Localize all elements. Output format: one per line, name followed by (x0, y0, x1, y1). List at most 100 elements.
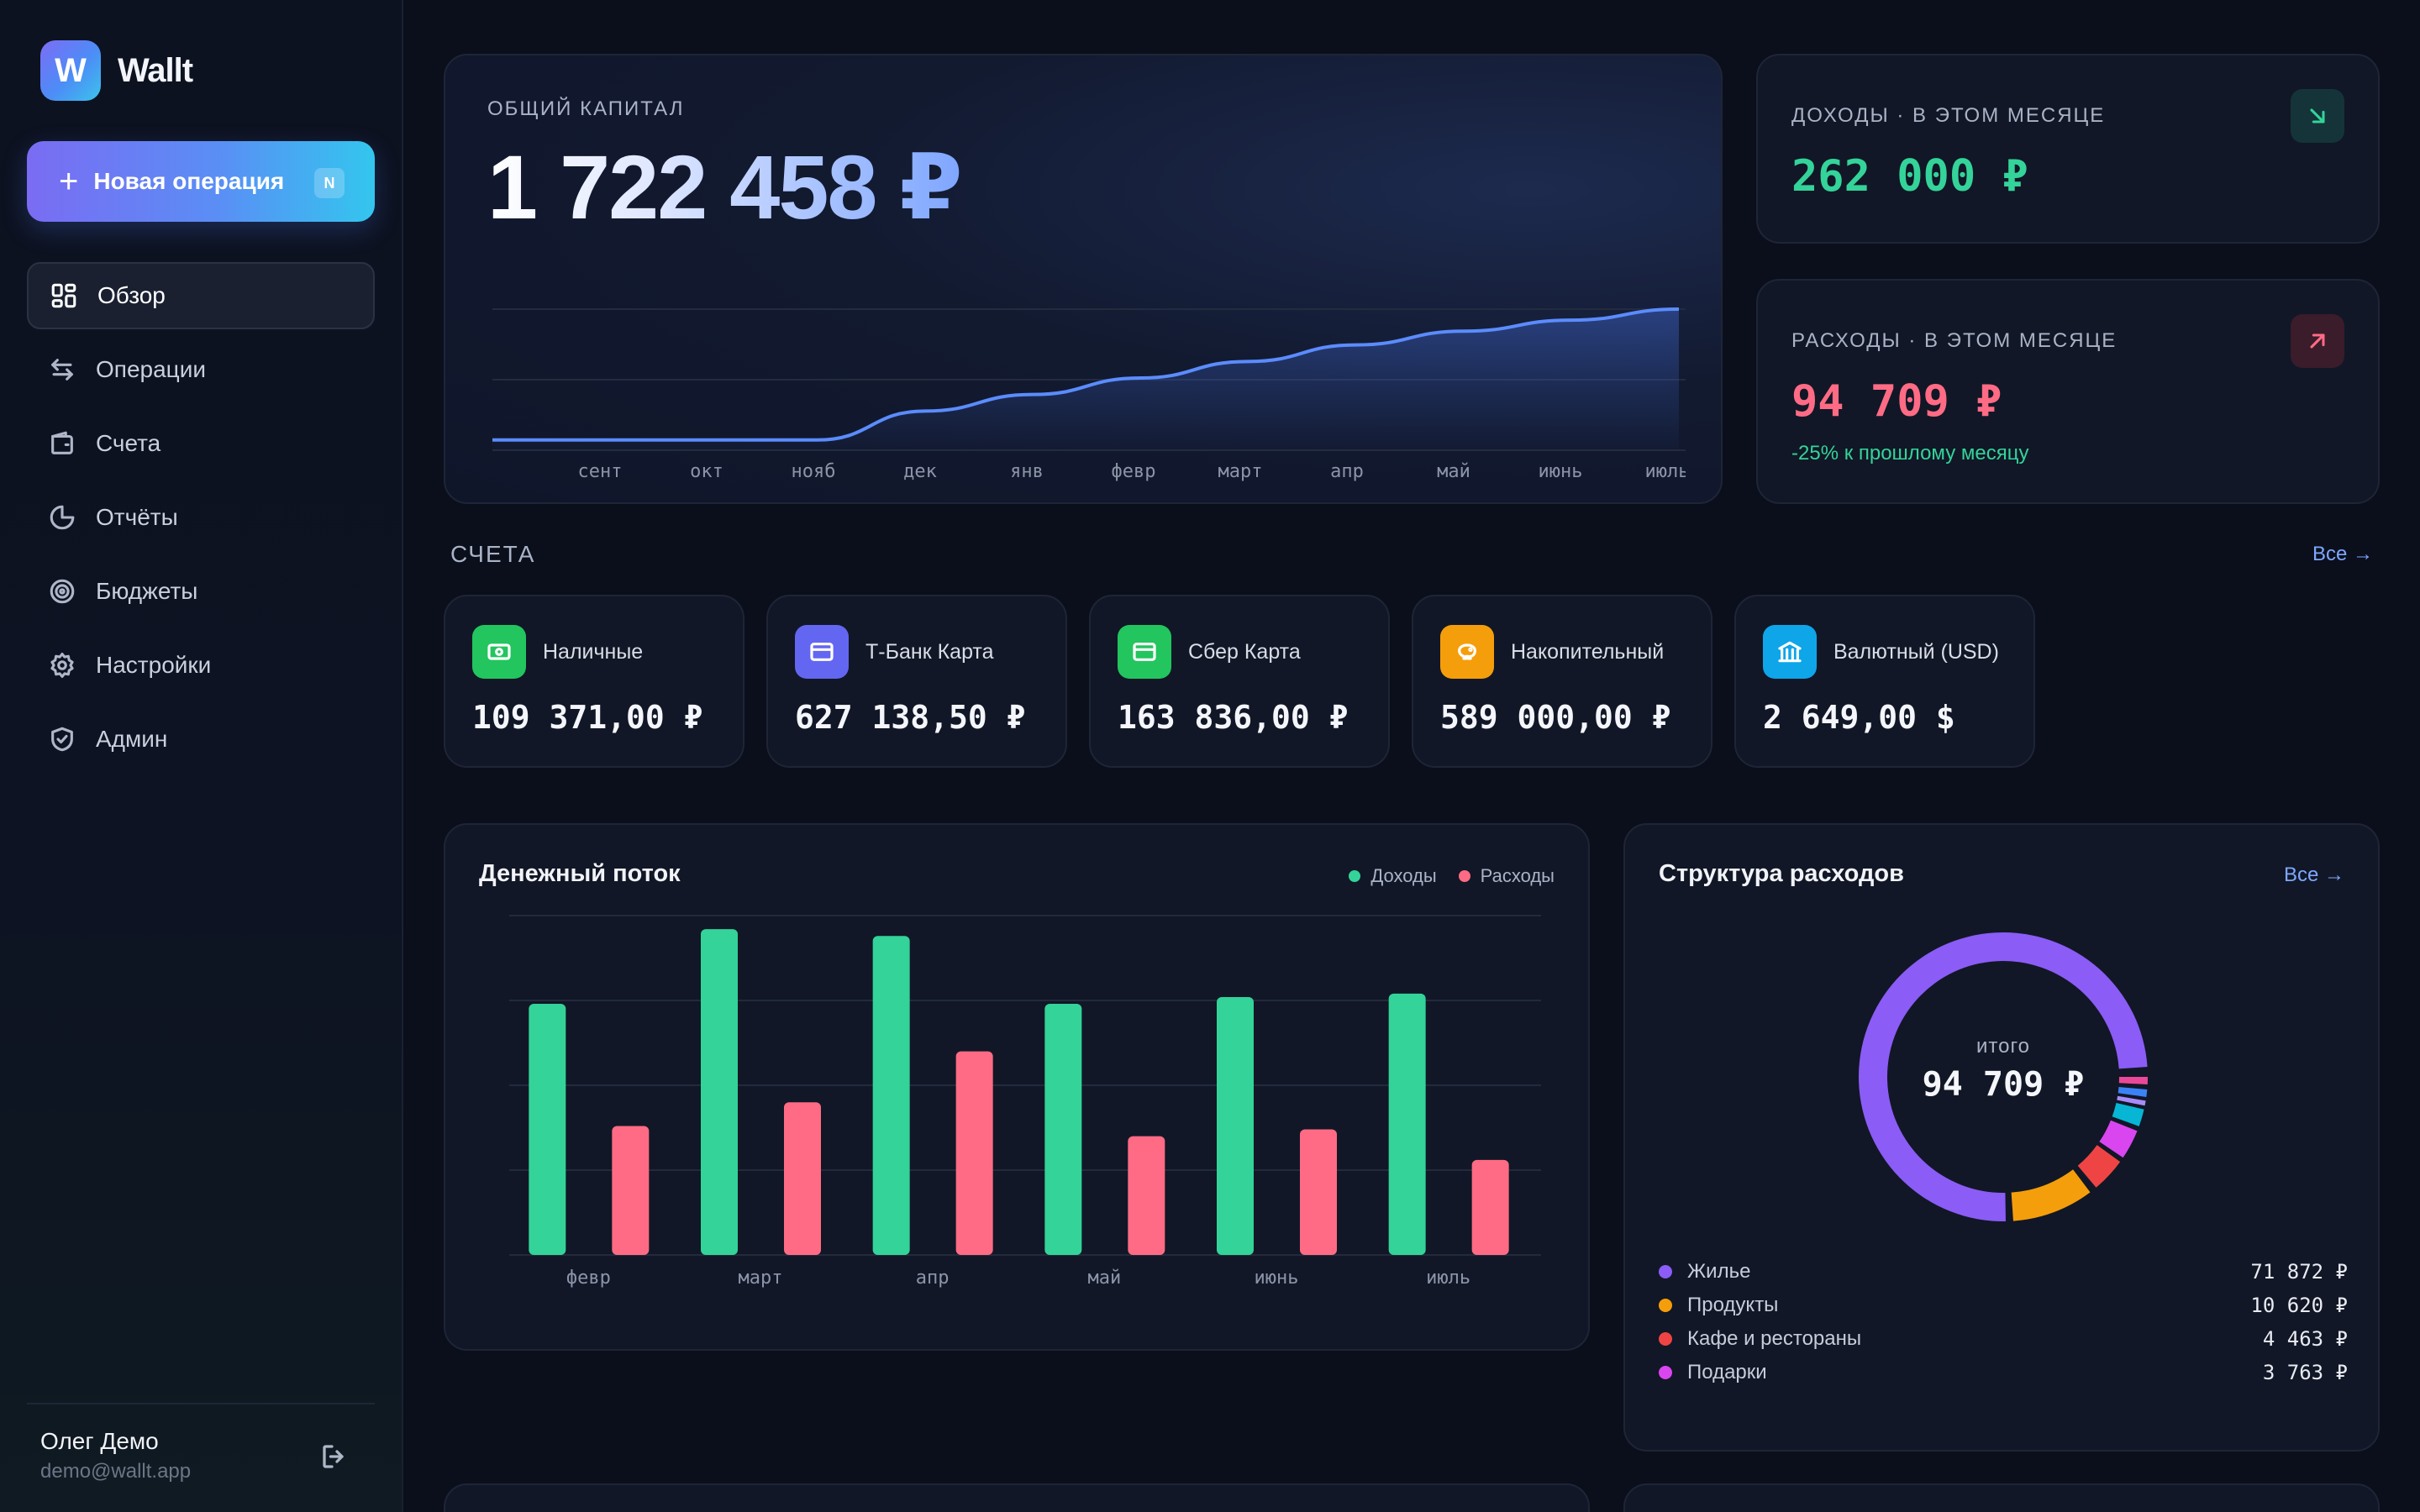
user-panel: Олег Демо demo@wallt.app (27, 1403, 375, 1495)
account-name: Накопительный (1511, 639, 1665, 664)
sidebar-item-accounts[interactable]: Счета (27, 410, 375, 477)
x-tick-label: июнь (1255, 1268, 1299, 1289)
expense-change: -25% к прошлому месяцу (1791, 442, 2029, 465)
category-row[interactable]: Кафе и рестораны 4 463 ₽ (1659, 1322, 2348, 1356)
legend-dot (1349, 870, 1361, 882)
cashflow-title: Денежный поток (479, 860, 681, 887)
expense-bar[interactable] (955, 1051, 993, 1255)
wallet-icon (47, 428, 77, 459)
app-logo[interactable]: W Wallt (40, 40, 193, 101)
account-balance: 627 138,50 ₽ (795, 699, 1026, 736)
category-dot (1659, 1366, 1672, 1379)
new-operation-button[interactable]: + Новая операция N (27, 141, 375, 222)
accounts-all-link[interactable]: Все → (2312, 543, 2374, 565)
category-dot (1659, 1299, 1672, 1312)
income-value: 262 000 ₽ (1791, 151, 2028, 202)
arrows-swap-icon (47, 354, 77, 385)
expense-bar[interactable] (784, 1102, 821, 1255)
x-tick-label: июнь (1539, 461, 1583, 482)
account-name: Сбер Карта (1188, 639, 1301, 664)
expense-structure-card: Структура расходов Все → итого 94 709 ₽ … (1623, 823, 2380, 1452)
app-name: Wallt (118, 51, 193, 89)
sidebar-item-label: Админ (96, 726, 168, 752)
account-balance: 2 649,00 $ (1763, 699, 1955, 736)
shortcut-badge: N (314, 168, 345, 198)
sidebar-item-operations[interactable]: Операции (27, 336, 375, 403)
x-tick-label: нояб (792, 461, 836, 482)
card-icon (795, 625, 849, 679)
category-row[interactable]: Продукты 10 620 ₽ (1659, 1289, 2348, 1322)
capital-card: ОБЩИЙ КАПИТАЛ 1 722 458 ₽ сент окт нояб дек… (444, 54, 1723, 504)
sidebar-item-admin[interactable]: Админ (27, 706, 375, 773)
income-bar[interactable] (872, 936, 910, 1255)
account-card-tbank[interactable]: Т-Банк Карта 627 138,50 ₽ (766, 595, 1067, 768)
plus-icon: + (59, 163, 79, 200)
x-tick-label: окт (690, 461, 723, 482)
income-bar[interactable] (1044, 1004, 1082, 1255)
sidebar: W Wallt + Новая операция N Обзор Операци… (0, 0, 403, 1512)
arrow-up-right-icon (2291, 314, 2344, 368)
donut-slice[interactable] (2011, 1169, 2091, 1221)
legend-dot (1458, 870, 1470, 882)
account-balance: 163 836,00 ₽ (1118, 699, 1349, 736)
account-name: Т-Банк Карта (865, 639, 994, 664)
account-balance: 109 371,00 ₽ (472, 699, 703, 736)
category-row[interactable]: Подарки 3 763 ₽ (1659, 1356, 2348, 1389)
sidebar-item-label: Настройки (96, 652, 212, 678)
bank-icon (1763, 625, 1817, 679)
category-name: Жилье (1687, 1260, 1751, 1283)
income-label: ДОХОДЫ · В ЭТОМ МЕСЯЦЕ (1791, 104, 2106, 127)
sidebar-item-reports[interactable]: Отчёты (27, 484, 375, 551)
sidebar-item-overview[interactable]: Обзор (27, 262, 375, 329)
category-name: Подарки (1687, 1361, 1767, 1383)
expense-donut-chart (1859, 932, 2148, 1221)
user-email: demo@wallt.app (40, 1460, 192, 1483)
donut-slice[interactable] (2099, 1120, 2138, 1158)
logout-icon[interactable] (319, 1441, 350, 1472)
account-card-savings[interactable]: Накопительный 589 000,00 ₽ (1412, 595, 1712, 768)
x-tick-label: сент (578, 461, 623, 482)
sidebar-item-settings[interactable]: Настройки (27, 632, 375, 699)
account-card-cash[interactable]: Наличные 109 371,00 ₽ (444, 595, 744, 768)
expense-card: РАСХОДЫ · В ЭТОМ МЕСЯЦЕ 94 709 ₽ -25% к … (1756, 279, 2380, 504)
account-card-sber[interactable]: Сбер Карта 163 836,00 ₽ (1089, 595, 1390, 768)
category-amount: 3 763 ₽ (2262, 1361, 2348, 1384)
sidebar-item-label: Операции (96, 356, 206, 382)
cashflow-chart: февр март апр май июнь июль (509, 915, 1541, 1289)
expense-bar[interactable] (1471, 1159, 1509, 1255)
category-list: Жилье 71 872 ₽ Продукты 10 620 ₽ Кафе и … (1659, 1255, 2348, 1389)
arrow-down-right-icon (2291, 89, 2344, 143)
logo-badge: W (40, 40, 101, 101)
capital-chart: сент окт нояб дек янв февр март апр май июнь июль (492, 307, 1686, 482)
capital-value: 1 722 458 ₽ (487, 134, 963, 240)
income-bar[interactable] (529, 1004, 566, 1255)
target-icon (47, 576, 77, 606)
category-row[interactable]: Жилье 71 872 ₽ (1659, 1255, 2348, 1289)
x-tick-label: февр (1112, 461, 1156, 482)
income-bar[interactable] (701, 929, 738, 1255)
expense-value: 94 709 ₽ (1791, 376, 2002, 427)
income-bar[interactable] (1217, 996, 1254, 1255)
donut-slice[interactable] (2117, 1095, 2146, 1106)
donut-slice[interactable] (2118, 1087, 2148, 1097)
grid-icon (49, 281, 79, 311)
structure-all-link[interactable]: Все → (2283, 864, 2344, 886)
income-bar[interactable] (1388, 993, 1426, 1255)
pie-chart-icon (47, 502, 77, 533)
new-operation-label: Новая операция (93, 168, 285, 194)
sidebar-item-budgets[interactable]: Бюджеты (27, 558, 375, 625)
legend-income: Доходы (1349, 865, 1437, 887)
x-tick-label: февр (566, 1268, 611, 1289)
category-name: Продукты (1687, 1294, 1779, 1316)
account-card-usd[interactable]: Валютный (USD) 2 649,00 $ (1734, 595, 2035, 768)
x-tick-label: апр (1330, 461, 1364, 482)
sidebar-item-label: Отчёты (96, 504, 178, 530)
donut-slice[interactable] (2118, 1077, 2148, 1085)
expense-bar[interactable] (1128, 1136, 1165, 1255)
expense-bar[interactable] (612, 1126, 650, 1255)
expense-bar[interactable] (1300, 1129, 1337, 1255)
donut-slice[interactable] (2112, 1103, 2144, 1126)
x-tick-label: июль (1426, 1268, 1470, 1289)
donut-slice[interactable] (2077, 1145, 2121, 1188)
card-icon (1118, 625, 1171, 679)
